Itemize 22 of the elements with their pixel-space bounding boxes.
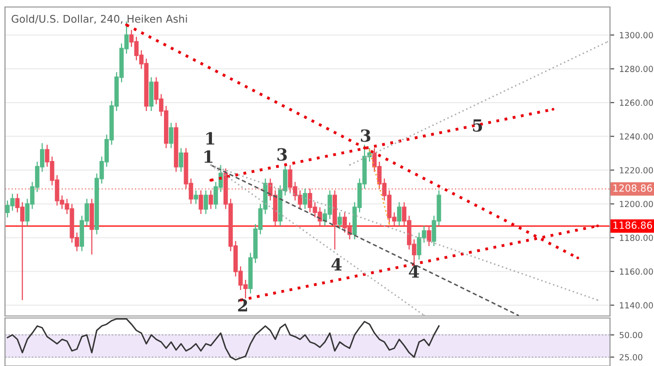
annotation: 4 — [331, 258, 342, 271]
annotation: 5 — [473, 119, 482, 132]
y-tick-label: 25.00 — [620, 354, 642, 360]
y-tick-label: 1220.00 — [620, 167, 653, 174]
annotation: 1 — [204, 150, 212, 163]
y-tick-label: 1300.00 — [620, 32, 653, 38]
text: Gold/U.S. Dollar, 240, Heiken Ashi — [12, 14, 187, 24]
y-tick-label: 1180.00 — [620, 234, 653, 241]
y-tick-label: 1240.00 — [620, 133, 653, 140]
annotation: 3 — [277, 148, 287, 161]
annotation: 4 — [408, 265, 420, 278]
ref-line-label: 1186.86 — [613, 222, 652, 229]
y-tick-label: 1280.00 — [620, 66, 653, 72]
y-tick-label: 50.00 — [620, 332, 642, 338]
y-tick-label: 1140.00 — [620, 302, 653, 308]
ref-line-label: 1208.86 — [613, 184, 652, 192]
y-tick-label: 1200.00 — [620, 200, 653, 208]
annotation: 1 — [206, 132, 214, 144]
annotation: 3 — [360, 129, 370, 142]
y-tick-label: 1260.00 — [620, 100, 653, 106]
annotation: 2 — [238, 298, 248, 312]
y-tick-label: 1160.00 — [620, 268, 653, 275]
